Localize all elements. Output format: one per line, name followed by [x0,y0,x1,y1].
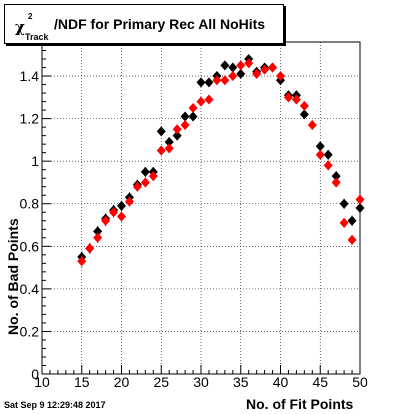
data-point [204,77,214,88]
data-point [252,68,262,79]
data-point [331,171,341,182]
title-subscript: Track [25,32,49,42]
timestamp: Sat Sep 9 12:29:48 2017 [4,400,106,410]
title-superscript: 2 [28,12,33,21]
data-point [156,145,166,156]
data-point [220,60,230,71]
data-point [347,215,357,226]
title-chi: χ [15,18,25,36]
y-tick-label: 0.8 [20,196,40,212]
data-point [228,62,238,73]
data-point [180,111,190,122]
data-point [188,111,198,122]
x-tick-label: 20 [114,374,130,390]
data-point [315,149,325,160]
data-point [109,207,119,218]
x-tick-label: 35 [233,374,249,390]
data-point [164,143,174,154]
data-point [85,243,95,254]
x-tick-label: 40 [273,374,289,390]
title-box: χ 2 Track /NDF for Primary Rec All NoHit… [4,4,284,44]
data-point [93,226,103,237]
data-point [140,166,150,177]
data-point [228,71,238,82]
data-point [299,100,309,111]
x-tick-label: 10 [34,374,50,390]
y-tick-label: 1.2 [20,111,40,127]
x-tick-label: 25 [153,374,169,390]
data-point [323,149,333,160]
data-point [156,126,166,137]
data-point [244,58,254,69]
y-tick-label: 0.6 [20,238,40,254]
data-point [299,109,309,120]
data-point [188,102,198,113]
y-tick-label: 1.4 [20,68,40,84]
data-point [236,68,246,79]
data-point [196,96,206,107]
data-point [148,171,158,182]
grid [42,42,360,374]
y-tick-label: 0.2 [20,323,40,339]
data-point [101,215,111,226]
data-point [93,232,103,243]
axis-ticks: 10 15 20 25 30 35 40 45 50 0 0.2 0.4 0.6 0.8 1 1.2 1.4 [20,50,368,390]
data-point [355,194,365,205]
y-axis-label: No. of Bad Points [5,218,21,335]
x-tick-label: 45 [312,374,328,390]
data-point [172,124,182,135]
data-point [236,60,246,71]
data-point [164,137,174,148]
chart-title: /NDF for Primary Rec All NoHits [54,16,266,32]
data-point [339,217,349,228]
data-point [124,196,134,207]
data-point [307,120,317,130]
data-point [117,200,126,211]
x-axis-label: No. of Fit Points [246,396,354,412]
x-tick-label: 15 [74,374,90,390]
data-point [268,62,278,73]
data-point [339,198,349,209]
series-red [77,58,365,267]
data-point [77,256,87,267]
data-point [140,177,150,188]
y-tick-label: 1 [31,153,39,169]
data-point [220,75,230,86]
data-point [132,181,142,192]
y-tick-label: 0 [31,366,39,382]
data-point [260,64,270,75]
data-point [276,71,285,82]
data-point [180,120,190,130]
y-tick-label: 0.4 [20,281,40,297]
data-point [331,177,341,188]
data-point [347,234,357,245]
data-point [196,77,206,88]
data-point [172,130,182,141]
data-point [212,75,222,86]
data-point [355,203,365,213]
data-point [291,94,301,105]
data-point [117,211,126,222]
data-point [283,92,293,103]
data-point [323,160,333,171]
data-point [204,94,214,105]
x-tick-label: 30 [193,374,209,390]
data-point [315,141,325,152]
x-tick-label: 50 [352,374,368,390]
